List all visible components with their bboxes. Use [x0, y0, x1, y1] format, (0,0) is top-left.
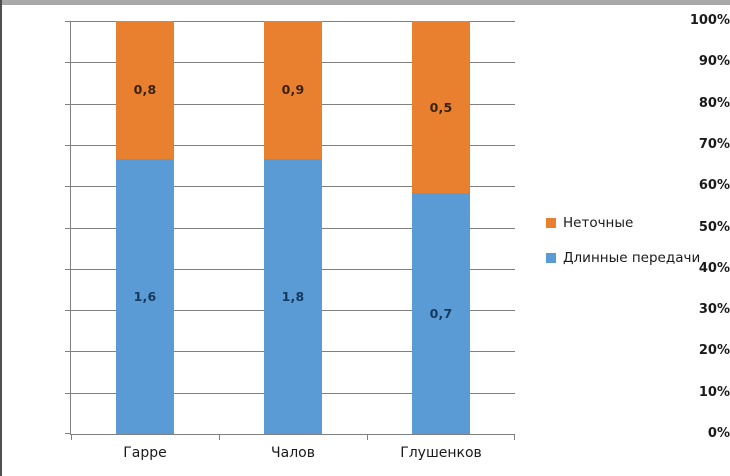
category-label: Гарре [123, 445, 167, 461]
y-tick-label: 20% [698, 343, 730, 359]
legend: Неточные Длинные передачи [546, 215, 700, 266]
plot-area: 0,8 1,6 0,9 1,8 0,5 0,7 [65, 21, 515, 440]
y-axis-tick [65, 392, 71, 394]
bar-segment: 1,6 [116, 158, 174, 434]
data-label: 1,6 [133, 288, 157, 304]
y-tick-label: 60% [698, 178, 730, 194]
x-axis-tick [71, 434, 72, 440]
y-tick-label: 40% [698, 260, 730, 276]
bar-2: 0,9 1,8 [264, 21, 322, 434]
y-axis-tick [65, 433, 71, 434]
window-top-edge [0, 0, 730, 5]
y-axis-tick [65, 144, 71, 146]
bar-segment: 0,5 [412, 21, 470, 194]
y-axis-tick [65, 351, 71, 353]
y-tick-label: 90% [698, 54, 730, 70]
y-tick-label: 10% [698, 384, 730, 400]
y-tick-label: 30% [698, 302, 730, 318]
y-tick-label: 70% [698, 136, 730, 152]
legend-label: Длинные передачи [563, 250, 701, 266]
bar-segment: 1,8 [264, 158, 322, 434]
y-axis-tick [65, 21, 71, 22]
legend-label: Неточные [563, 215, 634, 231]
legend-swatch [546, 253, 556, 263]
y-axis-tick [65, 227, 71, 229]
x-axis-tick [219, 434, 220, 440]
bar-segment: 0,9 [264, 21, 322, 159]
y-axis-tick [65, 62, 71, 64]
window-left-edge [0, 0, 2, 476]
y-axis-tick [65, 103, 71, 105]
bar-1: 0,8 1,6 [116, 21, 174, 434]
y-axis-tick [65, 268, 71, 270]
category-label: Чалов [271, 445, 315, 461]
x-axis-tick [514, 434, 515, 440]
data-label: 0,5 [429, 99, 453, 115]
data-label: 0,7 [429, 306, 453, 322]
y-tick-label: 0% [707, 426, 730, 441]
data-label: 0,9 [281, 82, 305, 98]
x-axis-tick [367, 434, 368, 440]
y-axis-tick [65, 186, 71, 188]
bar-segment: 0,7 [412, 193, 470, 434]
legend-item: Длинные передачи [546, 250, 700, 266]
legend-item: Неточные [546, 215, 700, 231]
y-axis-tick [65, 310, 71, 312]
bar-segment: 0,8 [116, 21, 174, 159]
y-tick-label: 50% [698, 219, 730, 235]
data-label: 1,8 [281, 288, 305, 304]
y-tick-label: 80% [698, 95, 730, 111]
legend-swatch [546, 218, 556, 228]
bar-3: 0,5 0,7 [412, 21, 470, 434]
y-tick-label: 100% [689, 13, 730, 28]
category-label: Глушенков [400, 445, 482, 461]
data-label: 0,8 [133, 82, 157, 98]
